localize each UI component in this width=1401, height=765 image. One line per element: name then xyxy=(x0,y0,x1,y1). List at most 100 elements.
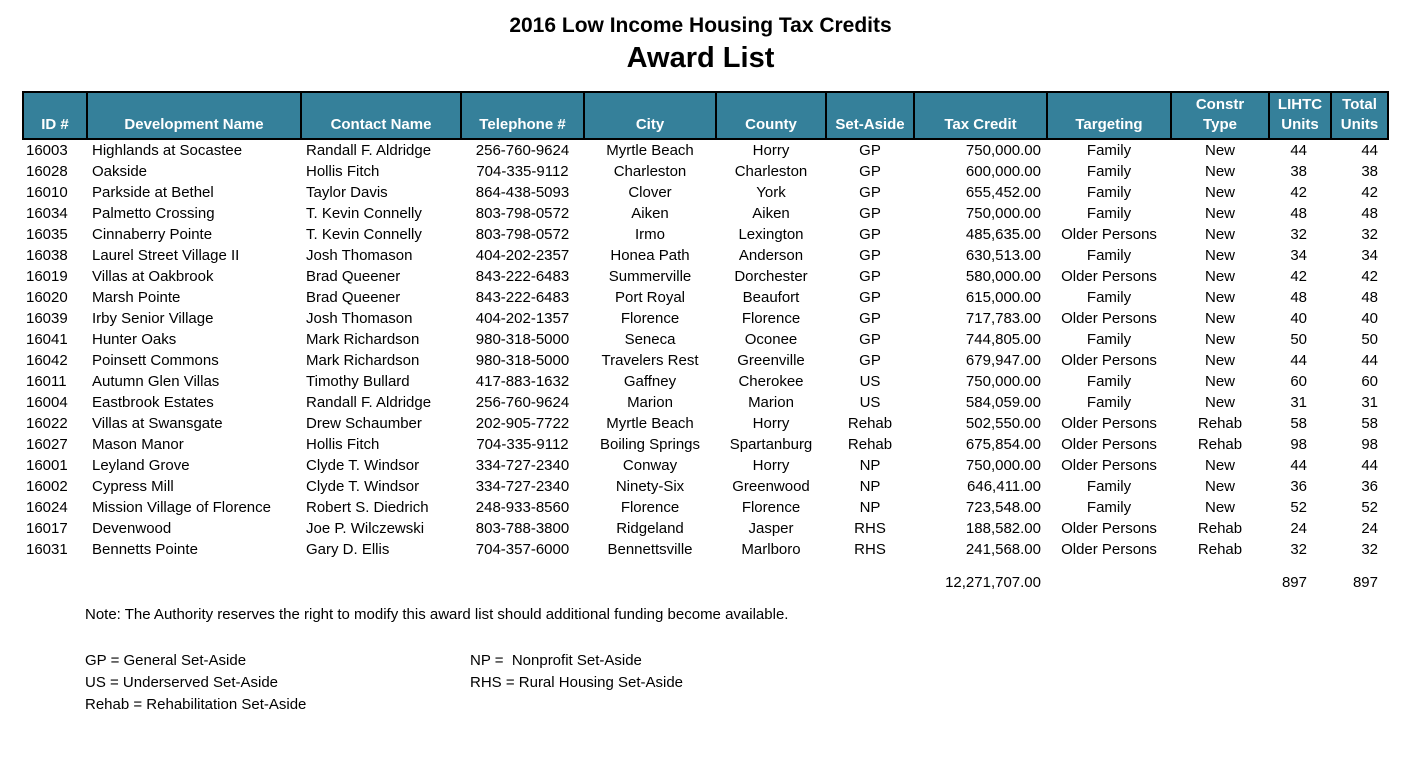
table-row: 16035 Cinnaberry Pointe T. Kevin Connelly 8… xyxy=(23,224,1388,245)
total-tax-credit: 12,271,707.00 xyxy=(945,574,1041,591)
cell-tax-credit: 630,513.00 xyxy=(965,247,1041,264)
cell-telephone: 256-760-9624 xyxy=(475,394,570,411)
column-header-contact-name: Contact Name xyxy=(300,91,462,140)
cell-county: Charleston xyxy=(734,163,808,180)
cell-city: Boiling Springs xyxy=(599,436,701,453)
cell-targeting: Family xyxy=(1086,373,1132,390)
cell-targeting: Older Persons xyxy=(1061,436,1157,453)
cell-contact-name: Randall F. Aldridge xyxy=(306,142,432,159)
legend-row: Rehab = Rehabilitation Set-Aside xyxy=(85,694,1401,716)
cell-development-name: Parkside at Bethel xyxy=(92,184,214,201)
cell-contact-name: Joe P. Wilczewski xyxy=(306,520,425,537)
cell-constr-type: Rehab xyxy=(1197,541,1243,558)
cell-set-aside: Rehab xyxy=(847,415,893,432)
cell-city: Myrtle Beach xyxy=(606,142,694,159)
cell-total-units: 50 xyxy=(1361,331,1378,348)
cell-county: Marion xyxy=(748,394,794,411)
spacer-cell xyxy=(716,560,826,572)
cell-contact-name: Brad Queener xyxy=(306,268,401,285)
cell-contact-name: Clyde T. Windsor xyxy=(306,457,420,474)
cell-set-aside: RHS xyxy=(854,520,886,537)
table-row: 16001 Leyland Grove Clyde T. Windsor 334-72… xyxy=(23,455,1388,476)
cell-development-name: Hunter Oaks xyxy=(92,331,177,348)
table-row: 16017 Devenwood Joe P. Wilczewski 803-788-3… xyxy=(23,518,1388,539)
spacer-cell xyxy=(1171,560,1269,572)
cell-constr-type: New xyxy=(1204,184,1235,201)
cell-county: Beaufort xyxy=(742,289,800,306)
cell-telephone: 334-727-2340 xyxy=(475,457,570,474)
column-header-tax-credit: Tax Credit xyxy=(913,91,1048,140)
cell-lihtc-units: 52 xyxy=(1290,499,1307,516)
cell-development-name: Poinsett Commons xyxy=(92,352,219,369)
cell-lihtc-units: 48 xyxy=(1290,205,1307,222)
cell-set-aside: GP xyxy=(859,184,881,201)
table-row: 16041 Hunter Oaks Mark Richardson 980-318-5… xyxy=(23,329,1388,350)
cell-telephone: 803-788-3800 xyxy=(475,520,570,537)
cell-total-units: 42 xyxy=(1361,268,1378,285)
cell-id: 16028 xyxy=(26,163,68,180)
cell-county: Florence xyxy=(741,499,801,516)
cell-county: Aiken xyxy=(752,205,790,222)
legend-entry: GP = General Set-Aside xyxy=(85,652,247,669)
set-aside-legend: GP = General Set-Aside NP = Nonprofit Set… xyxy=(85,650,1401,716)
cell-id: 16001 xyxy=(26,457,68,474)
cell-city: Conway xyxy=(622,457,678,474)
cell-contact-name: Hollis Fitch xyxy=(306,163,380,180)
cell-tax-credit: 241,568.00 xyxy=(965,541,1041,558)
cell-constr-type: New xyxy=(1204,331,1235,348)
table-row: 16038 Laurel Street Village II Josh Thomas… xyxy=(23,245,1388,266)
totals-empty-cell xyxy=(23,572,87,593)
cell-lihtc-units: 42 xyxy=(1290,184,1307,201)
column-header-county: County xyxy=(715,91,827,140)
cell-targeting: Family xyxy=(1086,499,1132,516)
cell-tax-credit: 750,000.00 xyxy=(965,373,1041,390)
cell-contact-name: Timothy Bullard xyxy=(306,373,410,390)
cell-set-aside: GP xyxy=(859,205,881,222)
cell-contact-name: Brad Queener xyxy=(306,289,401,306)
legend-entry: Rehab = Rehabilitation Set-Aside xyxy=(85,696,307,713)
cell-targeting: Older Persons xyxy=(1061,415,1157,432)
cell-total-units: 44 xyxy=(1361,352,1378,369)
cell-city: Marion xyxy=(627,394,673,411)
totals-empty-cell xyxy=(1047,572,1171,593)
cell-development-name: Highlands at Socastee xyxy=(92,142,243,159)
table-row: 16028 Oakside Hollis Fitch 704-335-9112 Char… xyxy=(23,161,1388,182)
cell-city: Honea Path xyxy=(610,247,690,264)
page-subtitle: Award List xyxy=(626,42,775,74)
cell-development-name: Cypress Mill xyxy=(92,478,174,495)
cell-tax-credit: 723,548.00 xyxy=(965,499,1041,516)
cell-tax-credit: 744,805.00 xyxy=(965,331,1041,348)
awards-table: ID # Development Name Contact Name Telephon… xyxy=(22,91,1389,593)
cell-total-units: 24 xyxy=(1361,520,1378,537)
cell-telephone: 803-798-0572 xyxy=(475,226,570,243)
cell-id: 16041 xyxy=(26,331,68,348)
cell-development-name: Marsh Pointe xyxy=(92,289,181,306)
spacer-cell xyxy=(87,560,301,572)
total-lihtc-units: 897 xyxy=(1281,574,1307,591)
cell-telephone: 803-798-0572 xyxy=(475,205,570,222)
cell-id: 16024 xyxy=(26,499,68,516)
column-header-id: ID # xyxy=(22,91,88,140)
cell-county: Spartanburg xyxy=(729,436,813,453)
table-row: 16019 Villas at Oakbrook Brad Queener 843-2… xyxy=(23,266,1388,287)
cell-contact-name: Randall F. Aldridge xyxy=(306,394,432,411)
cell-set-aside: GP xyxy=(859,331,881,348)
cell-constr-type: New xyxy=(1204,163,1235,180)
cell-telephone: 980-318-5000 xyxy=(475,352,570,369)
cell-constr-type: New xyxy=(1204,457,1235,474)
column-header-development-name: Development Name xyxy=(86,91,302,140)
table-row: 16022 Villas at Swansgate Drew Schaumber 20… xyxy=(23,413,1388,434)
cell-telephone: 404-202-1357 xyxy=(475,310,570,327)
column-header-set-aside: Set-Aside xyxy=(825,91,915,140)
totals-empty-cell xyxy=(584,572,716,593)
cell-tax-credit: 679,947.00 xyxy=(965,352,1041,369)
cell-development-name: Irby Senior Village xyxy=(92,310,214,327)
cell-city: Myrtle Beach xyxy=(606,415,694,432)
cell-set-aside: NP xyxy=(859,499,881,516)
cell-targeting: Family xyxy=(1086,184,1132,201)
cell-tax-credit: 750,000.00 xyxy=(965,142,1041,159)
cell-lihtc-units: 31 xyxy=(1290,394,1307,411)
cell-tax-credit: 615,000.00 xyxy=(965,289,1041,306)
cell-lihtc-units: 44 xyxy=(1290,142,1307,159)
cell-tax-credit: 584,059.00 xyxy=(965,394,1041,411)
